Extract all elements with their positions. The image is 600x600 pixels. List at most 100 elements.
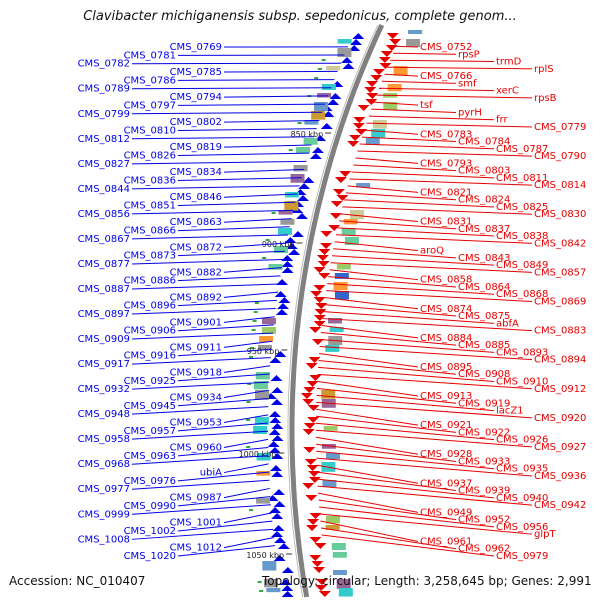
minus-strand-gene-arrow [385, 45, 398, 51]
gene-label-plus: CMS_0819 [170, 142, 222, 153]
minus-strand-gene-arrow [313, 285, 326, 291]
feature-block [256, 453, 271, 461]
leader-line-minus [320, 520, 419, 542]
leader-line-plus [177, 275, 281, 282]
leader-line-minus [319, 345, 533, 361]
gene-label-minus: CMS_0939 [458, 486, 510, 497]
gene-label-plus: CMS_0882 [170, 267, 222, 278]
leader-line-plus [177, 471, 269, 482]
leader-line-minus [379, 87, 495, 92]
feature-block [261, 318, 276, 325]
leader-line-plus [177, 348, 272, 357]
minus-strand-gene-arrow [311, 339, 324, 345]
leader-line-plus [131, 479, 270, 490]
gene-label-minus: CMS_0874 [420, 304, 472, 315]
minus-strand-gene-arrow [317, 261, 330, 267]
gene-label-plus: CMS_0794 [170, 92, 222, 103]
leader-line-plus [223, 340, 273, 348]
gene-label-plus: CMS_0797 [124, 100, 176, 111]
feature-block [268, 264, 283, 270]
feature-block [326, 66, 341, 71]
minus-strand-gene-arrow [320, 231, 333, 237]
leader-line-minus [325, 297, 419, 310]
feature-tick [247, 383, 252, 385]
gene-label-minus: CMS_0824 [458, 195, 510, 206]
gene-label-minus: CMS_0928 [420, 449, 472, 460]
leader-line-plus [177, 250, 285, 257]
minus-strand-gene-arrow [365, 99, 378, 105]
leader-line-minus [326, 290, 533, 302]
gene-label-minus: CMS_0857 [534, 267, 586, 278]
gene-label-minus: lacZ1 [496, 406, 524, 417]
plus-strand-gene-arrow [281, 585, 294, 591]
leader-line-plus [223, 316, 275, 323]
gene-label-plus: CMS_0906 [124, 326, 176, 337]
gene-label-plus: CMS_1002 [124, 526, 176, 537]
plus-strand-gene-arrow [271, 435, 284, 441]
feature-block [254, 381, 269, 390]
gene-label-minus: CMS_0811 [496, 173, 548, 184]
leader-line-plus [131, 185, 300, 190]
plus-strand-gene-arrow [281, 255, 294, 261]
feature-tick [246, 446, 251, 448]
plus-strand-gene-arrow [269, 417, 282, 423]
gene-label-minus: trmD [496, 57, 522, 68]
leader-line-minus [331, 255, 495, 266]
gene-label-minus: CMS_0849 [496, 260, 548, 271]
gene-label-minus: CMS_0921 [420, 420, 472, 431]
gene-label-plus: CMS_0873 [124, 251, 176, 262]
feature-block [371, 129, 386, 138]
minus-strand-gene-arrow [309, 375, 322, 381]
map-title: Clavibacter michiganensis subsp. sepedon… [83, 9, 517, 24]
leader-line-minus [316, 471, 457, 492]
leader-line-plus [223, 537, 275, 549]
minus-strand-gene-arrow [347, 141, 360, 147]
leader-line-minus [316, 443, 457, 462]
feature-block [321, 390, 336, 399]
plus-strand-gene-arrow [291, 231, 304, 237]
gene-label-minus: tsf [420, 100, 433, 111]
feature-block [408, 30, 423, 35]
minus-strand-gene-arrow [328, 225, 341, 231]
gene-label-plus: CMS_0976 [124, 476, 176, 487]
minus-strand-gene-arrow [339, 171, 352, 177]
minus-strand-gene-arrow [306, 465, 319, 471]
leader-line-minus [320, 527, 457, 550]
feature-tick [288, 149, 293, 151]
feature-tick [254, 302, 259, 304]
gene-label-minus: CMS_0858 [420, 275, 472, 286]
plus-strand-gene-arrow [285, 243, 298, 249]
leader-line-minus [371, 108, 457, 113]
feature-block [338, 588, 353, 597]
feature-block [332, 570, 347, 576]
gene-label-plus: ubiA [200, 468, 222, 479]
minus-strand-gene-arrow [302, 429, 315, 435]
feature-block [325, 453, 340, 460]
leader-line-minus [396, 45, 419, 48]
minus-strand-gene-arrow [313, 567, 326, 573]
leader-line-plus [223, 119, 320, 123]
gene-label-minus: CMS_0908 [458, 369, 510, 380]
leader-line-minus [336, 234, 533, 244]
leader-line-minus [317, 478, 495, 499]
gene-label-plus: CMS_0953 [170, 417, 222, 428]
leader-line-minus [317, 373, 533, 390]
leader-line-minus [381, 80, 457, 84]
gene-label-minus: CMS_0940 [496, 493, 548, 504]
feature-block [317, 93, 332, 98]
plus-strand-gene-arrow [268, 447, 281, 453]
leader-line-plus [177, 324, 274, 332]
plus-strand-gene-arrow [275, 309, 288, 315]
minus-strand-gene-arrow [318, 273, 331, 279]
plus-strand-gene-arrow [281, 261, 294, 267]
leader-line-minus [364, 129, 419, 135]
gene-label-plus: CMS_0810 [124, 125, 176, 136]
leader-line-minus [330, 262, 533, 273]
feature-block [325, 525, 340, 530]
minus-strand-gene-arrow [315, 303, 328, 309]
plus-strand-gene-arrow [296, 213, 309, 219]
leader-line-minus [333, 248, 457, 259]
leader-line-plus [131, 308, 276, 315]
feature-block [334, 291, 349, 300]
leader-line-plus [131, 430, 269, 440]
